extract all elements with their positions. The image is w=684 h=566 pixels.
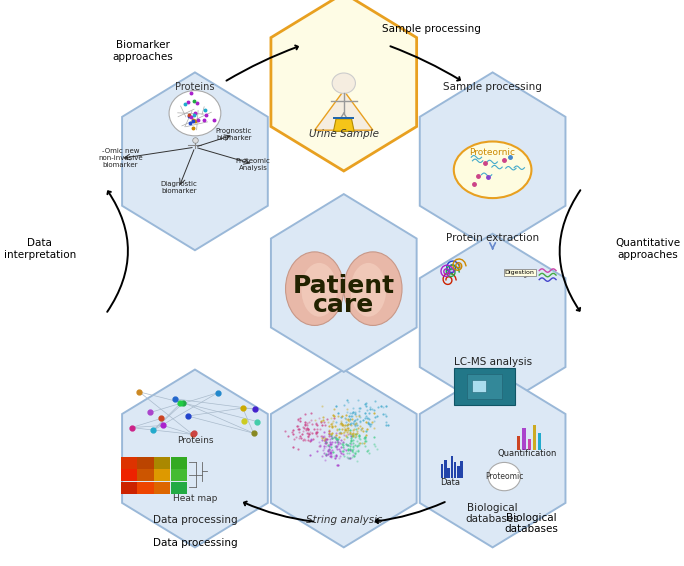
Bar <box>333 117 354 119</box>
Polygon shape <box>271 0 417 171</box>
Polygon shape <box>271 370 417 547</box>
Circle shape <box>332 73 356 93</box>
Text: Heat map: Heat map <box>173 494 217 503</box>
Ellipse shape <box>302 263 337 317</box>
Text: Data
interpretation: Data interpretation <box>3 238 76 260</box>
Bar <box>523 428 525 450</box>
Polygon shape <box>420 370 566 547</box>
Text: Proteornic: Proteornic <box>470 148 516 157</box>
Text: -Omic new
non-invasive
biomarker: -Omic new non-invasive biomarker <box>98 148 143 169</box>
Text: Biomarker
approaches: Biomarker approaches <box>113 40 174 62</box>
Polygon shape <box>333 119 354 131</box>
Ellipse shape <box>453 142 531 198</box>
Text: Proteomic
Analysis: Proteomic Analysis <box>236 158 271 170</box>
Text: Diagnostic
biomarker: Diagnostic biomarker <box>160 182 197 194</box>
Polygon shape <box>271 194 417 372</box>
Bar <box>120 482 137 494</box>
Circle shape <box>488 462 521 491</box>
Bar <box>441 464 443 478</box>
Text: Biological
databases: Biological databases <box>466 503 520 524</box>
Bar <box>171 482 187 494</box>
Ellipse shape <box>351 263 386 317</box>
Text: Sample processing: Sample processing <box>443 82 542 92</box>
Ellipse shape <box>344 252 402 325</box>
Bar <box>457 466 460 478</box>
Bar <box>517 436 521 450</box>
Bar <box>137 457 153 469</box>
Text: Data processing: Data processing <box>153 538 237 548</box>
Bar <box>451 456 453 478</box>
Polygon shape <box>420 72 566 250</box>
Polygon shape <box>122 370 268 547</box>
Bar <box>171 457 187 469</box>
Bar <box>154 482 170 494</box>
Text: Proteomic: Proteomic <box>485 472 523 481</box>
Polygon shape <box>122 72 268 250</box>
Bar <box>171 469 187 481</box>
Bar <box>120 457 137 469</box>
Bar <box>154 469 170 481</box>
Bar <box>120 469 137 481</box>
Circle shape <box>169 91 221 136</box>
Text: Biological
databases: Biological databases <box>505 513 558 534</box>
Bar <box>533 424 536 450</box>
Text: Proteins: Proteins <box>176 436 213 445</box>
Text: care: care <box>313 293 374 316</box>
Bar <box>472 380 486 392</box>
Ellipse shape <box>285 252 344 325</box>
Text: Data: Data <box>440 478 460 487</box>
Text: Quantification: Quantification <box>498 449 557 458</box>
Bar <box>527 439 531 450</box>
Text: Data processing: Data processing <box>153 514 237 525</box>
Bar <box>137 482 153 494</box>
Bar <box>453 462 456 478</box>
Text: String analysis: String analysis <box>306 514 382 525</box>
Polygon shape <box>315 91 373 130</box>
Text: Proteins: Proteins <box>175 82 215 92</box>
Bar <box>447 468 450 478</box>
Bar <box>538 433 541 450</box>
Text: LC-MS analysis: LC-MS analysis <box>453 357 531 367</box>
Text: Sample processing: Sample processing <box>382 24 481 35</box>
Bar <box>453 368 515 405</box>
Text: Urine Sample: Urine Sample <box>308 129 379 139</box>
Text: Patient: Patient <box>293 274 395 298</box>
Text: Prognostic
biomarker: Prognostic biomarker <box>215 128 252 141</box>
Bar <box>137 469 153 481</box>
Polygon shape <box>420 234 566 411</box>
Bar <box>460 461 463 478</box>
Text: Digestion: Digestion <box>505 270 535 275</box>
Text: Quantitative
approaches: Quantitative approaches <box>616 238 681 260</box>
Bar <box>154 457 170 469</box>
Text: Protein extraction: Protein extraction <box>446 233 539 243</box>
Bar <box>466 374 502 399</box>
Bar <box>444 460 447 478</box>
